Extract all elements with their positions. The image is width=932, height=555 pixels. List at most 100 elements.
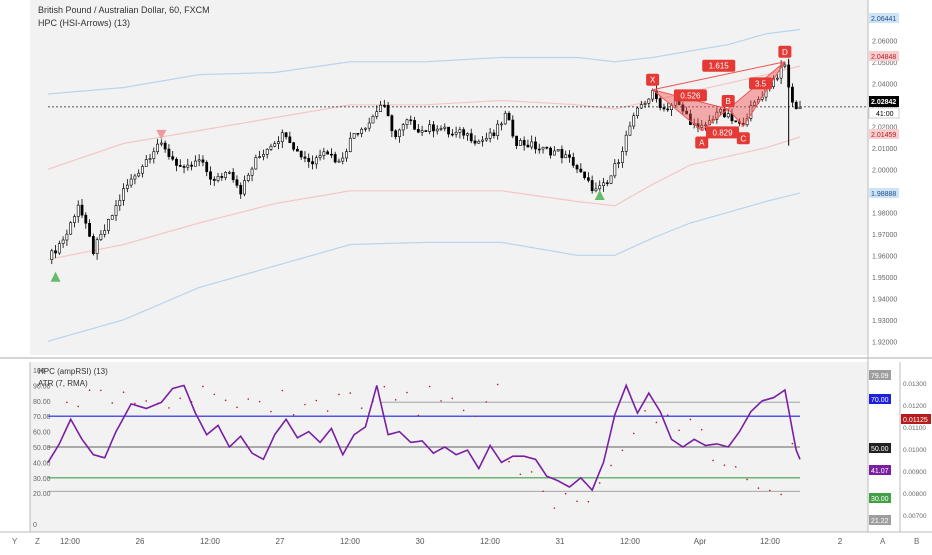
candle[interactable] <box>250 166 254 182</box>
candle[interactable] <box>167 144 171 160</box>
candle[interactable] <box>518 138 522 146</box>
candle[interactable] <box>420 125 424 137</box>
candle[interactable] <box>783 62 787 69</box>
candle[interactable] <box>564 150 568 159</box>
candle[interactable] <box>496 119 500 140</box>
candle[interactable] <box>424 129 428 132</box>
candle[interactable] <box>356 132 360 137</box>
candle[interactable] <box>99 230 103 241</box>
candle[interactable] <box>216 172 220 183</box>
candle[interactable] <box>212 176 216 186</box>
candle[interactable] <box>568 150 571 163</box>
candle[interactable] <box>80 199 84 219</box>
candle[interactable] <box>658 95 662 111</box>
candle[interactable] <box>288 131 292 144</box>
candle[interactable] <box>534 136 537 154</box>
candle[interactable] <box>549 146 552 159</box>
candle[interactable] <box>341 152 345 165</box>
candle[interactable] <box>318 149 322 161</box>
candle[interactable] <box>61 236 65 248</box>
candle[interactable] <box>704 121 707 131</box>
candle[interactable] <box>220 172 224 181</box>
candle[interactable] <box>586 172 590 183</box>
candle[interactable] <box>307 153 311 168</box>
candle[interactable] <box>466 132 469 141</box>
axis-letter-y[interactable]: Y <box>12 537 18 546</box>
axis-letter-a[interactable]: A <box>880 537 886 546</box>
candle[interactable] <box>114 199 118 222</box>
candle[interactable] <box>401 122 405 136</box>
candle[interactable] <box>511 115 515 139</box>
candle[interactable] <box>296 145 299 152</box>
candle[interactable] <box>314 155 318 169</box>
candle[interactable] <box>515 135 518 150</box>
candle[interactable] <box>620 146 624 168</box>
candle[interactable] <box>715 107 719 124</box>
candle[interactable] <box>450 129 454 137</box>
candle[interactable] <box>571 152 575 168</box>
candle[interactable] <box>579 163 583 173</box>
candle[interactable] <box>261 149 265 161</box>
candle[interactable] <box>345 148 348 162</box>
candle[interactable] <box>503 110 507 125</box>
candle[interactable] <box>791 83 794 107</box>
candle[interactable] <box>473 135 477 146</box>
candle[interactable] <box>481 135 484 147</box>
candle[interactable] <box>609 175 613 185</box>
candle[interactable] <box>605 179 609 187</box>
candle[interactable] <box>772 75 775 89</box>
candle[interactable] <box>484 132 488 142</box>
candle[interactable] <box>662 103 666 112</box>
candle[interactable] <box>364 127 367 132</box>
candle[interactable] <box>439 125 443 132</box>
candle[interactable] <box>88 219 91 237</box>
candle[interactable] <box>292 141 296 152</box>
candle[interactable] <box>333 151 337 164</box>
candle[interactable] <box>405 118 409 129</box>
candle[interactable] <box>95 237 99 260</box>
candle[interactable] <box>201 155 205 167</box>
candle[interactable] <box>719 107 723 116</box>
candle[interactable] <box>50 248 54 265</box>
axis-letter-b[interactable]: B <box>914 537 919 546</box>
candle[interactable] <box>375 105 379 120</box>
candle[interactable] <box>492 129 496 139</box>
candle[interactable] <box>552 146 556 156</box>
candle[interactable] <box>152 147 156 164</box>
candle[interactable] <box>337 158 341 163</box>
candle[interactable] <box>171 150 175 161</box>
candle[interactable] <box>273 141 277 148</box>
candle[interactable] <box>602 177 605 192</box>
candle[interactable] <box>435 125 439 135</box>
candle[interactable] <box>269 143 273 152</box>
candle[interactable] <box>560 145 564 164</box>
candle[interactable] <box>779 60 783 85</box>
candle[interactable] <box>651 88 655 102</box>
candle[interactable] <box>239 182 243 199</box>
candle[interactable] <box>594 182 598 193</box>
candle[interactable] <box>103 224 107 238</box>
candle[interactable] <box>575 163 579 174</box>
candle[interactable] <box>148 153 152 164</box>
candle[interactable] <box>299 150 303 160</box>
candle[interactable] <box>367 117 371 132</box>
candle[interactable] <box>454 126 458 138</box>
candle[interactable] <box>246 172 250 183</box>
candle[interactable] <box>133 173 137 185</box>
candle[interactable] <box>224 171 228 181</box>
candle[interactable] <box>137 169 141 178</box>
candle[interactable] <box>413 116 416 131</box>
candle[interactable] <box>326 149 330 155</box>
candle[interactable] <box>182 164 186 174</box>
candle[interactable] <box>110 214 114 220</box>
candle[interactable] <box>205 160 209 177</box>
candle[interactable] <box>556 149 560 152</box>
candle[interactable] <box>643 100 647 108</box>
candle[interactable] <box>193 155 197 167</box>
candle[interactable] <box>624 130 628 156</box>
candle[interactable] <box>488 127 492 143</box>
candle[interactable] <box>125 179 129 193</box>
candle[interactable] <box>352 132 356 139</box>
candle[interactable] <box>681 102 685 115</box>
candle[interactable] <box>443 123 447 132</box>
